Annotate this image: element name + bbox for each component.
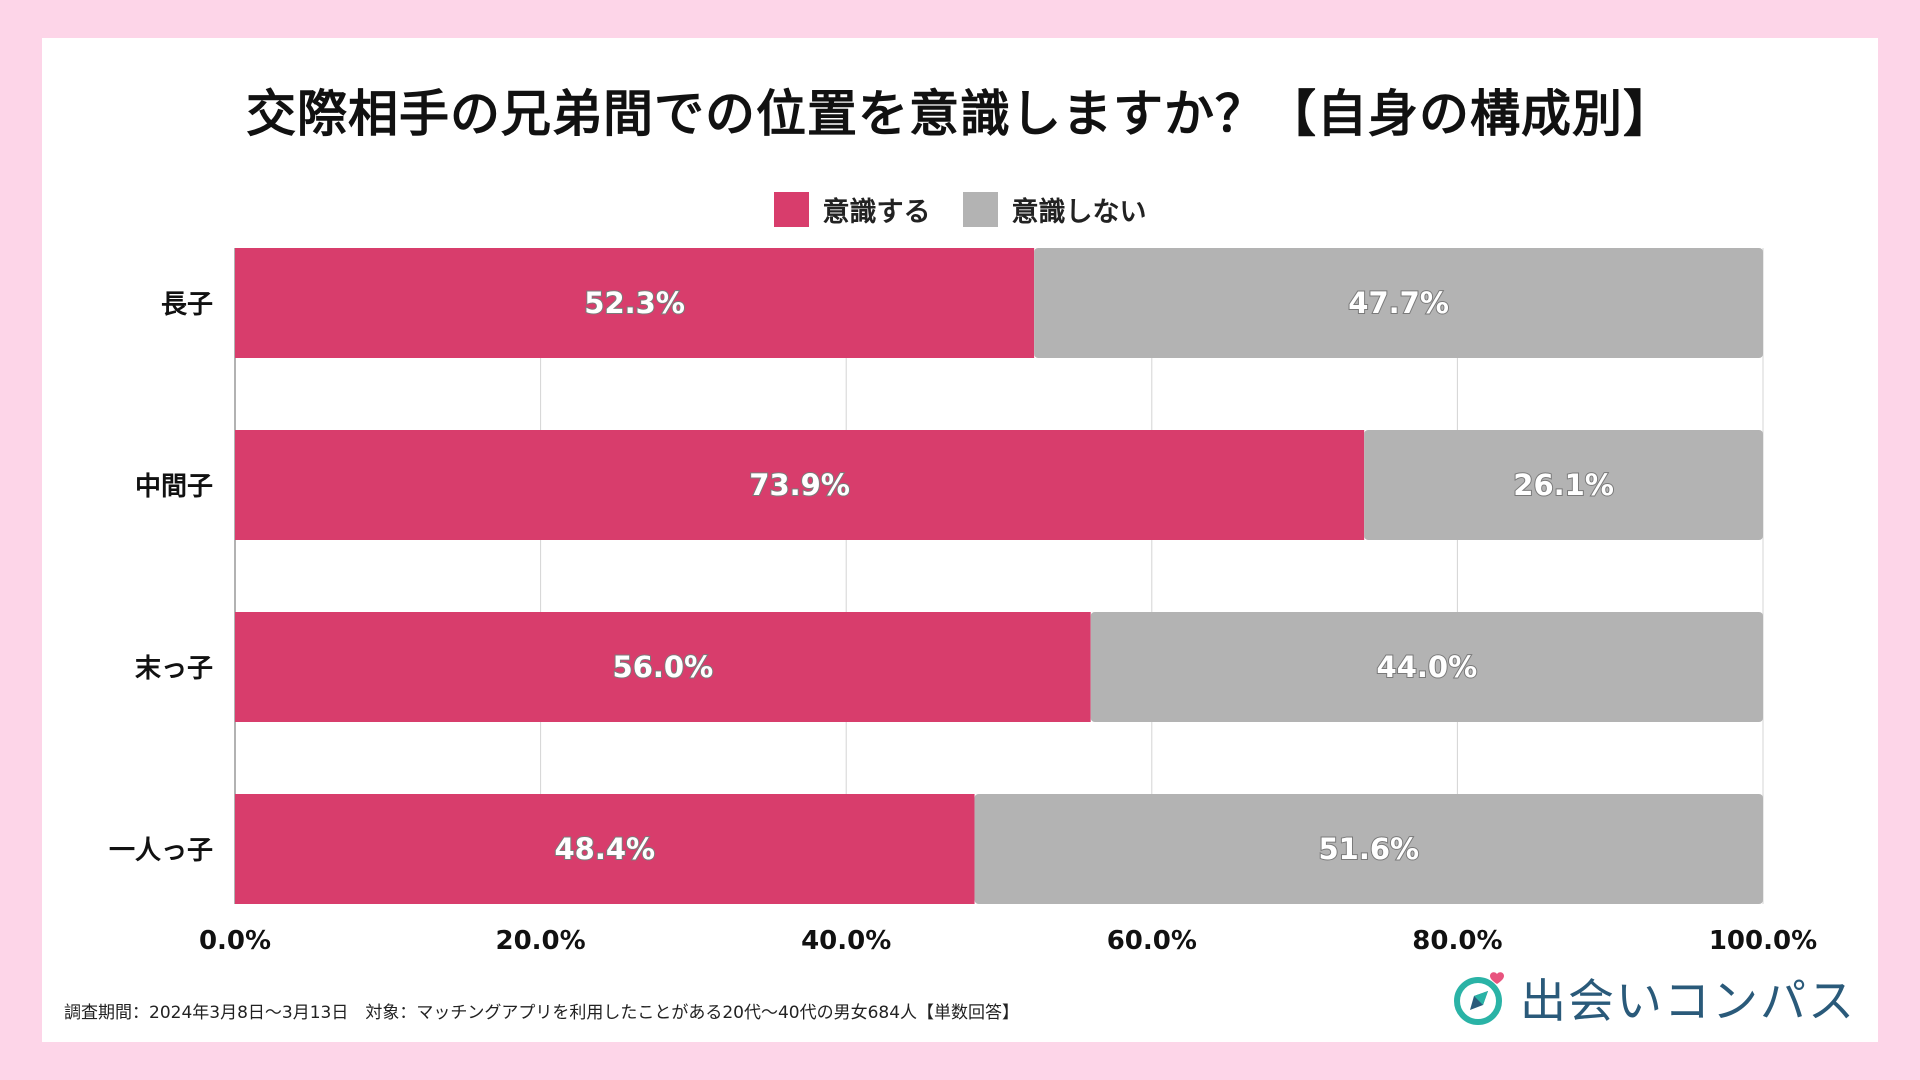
data-label: 52.3%	[584, 286, 685, 320]
bar-segment	[974, 794, 1763, 904]
brand-logo: 出会いコンパス	[1450, 965, 1856, 1031]
bar-segment	[235, 794, 975, 904]
data-label: 73.9%	[749, 468, 850, 502]
data-label: 44.0%	[1377, 650, 1478, 684]
chart-title: 交際相手の兄弟間での位置を意識しますか？【自身の構成別】	[246, 85, 1674, 143]
data-label: 51.6%	[1318, 832, 1419, 866]
x-tick-label: 0.0%	[199, 926, 271, 956]
legend-label-aware: 意識する	[822, 197, 931, 228]
data-label: 48.4%	[554, 832, 655, 866]
x-tick-label: 80.0%	[1412, 926, 1502, 956]
category-label: 末っ子	[135, 654, 213, 684]
data-label: 47.7%	[1348, 286, 1449, 320]
survey-footnote: 調査期間：2024年3月8日〜3月13日 対象：マッチングアプリを利用したことが…	[64, 1003, 1020, 1023]
data-label: 56.0%	[613, 650, 714, 684]
category-label: 一人っ子	[109, 836, 213, 866]
bar-segment	[1364, 430, 1763, 540]
data-label: 26.1%	[1513, 468, 1614, 502]
category-label: 中間子	[135, 472, 213, 502]
compass-heart-icon	[1454, 972, 1504, 1025]
x-tick-label: 40.0%	[801, 926, 891, 956]
x-tick-label: 60.0%	[1107, 926, 1197, 956]
logo-text: 出会いコンパス	[1520, 974, 1856, 1028]
bar-segment	[235, 612, 1091, 722]
legend-item-unaware: 意識しない	[962, 190, 1147, 229]
bar-segment	[235, 248, 1035, 358]
x-tick-label: 100.0%	[1709, 926, 1817, 956]
legend-swatch-unaware	[962, 192, 998, 227]
category-label: 長子	[161, 290, 213, 320]
legend-item-aware: 意識する	[773, 190, 931, 229]
legend-swatch-aware	[773, 192, 809, 227]
bar-segment	[1034, 248, 1763, 358]
x-tick-label: 20.0%	[495, 926, 585, 956]
legend: 意識する 意識しない	[0, 190, 1920, 229]
legend-label-unaware: 意識しない	[1011, 197, 1147, 228]
bar-segment	[1090, 612, 1763, 722]
bar-segment	[235, 430, 1365, 540]
